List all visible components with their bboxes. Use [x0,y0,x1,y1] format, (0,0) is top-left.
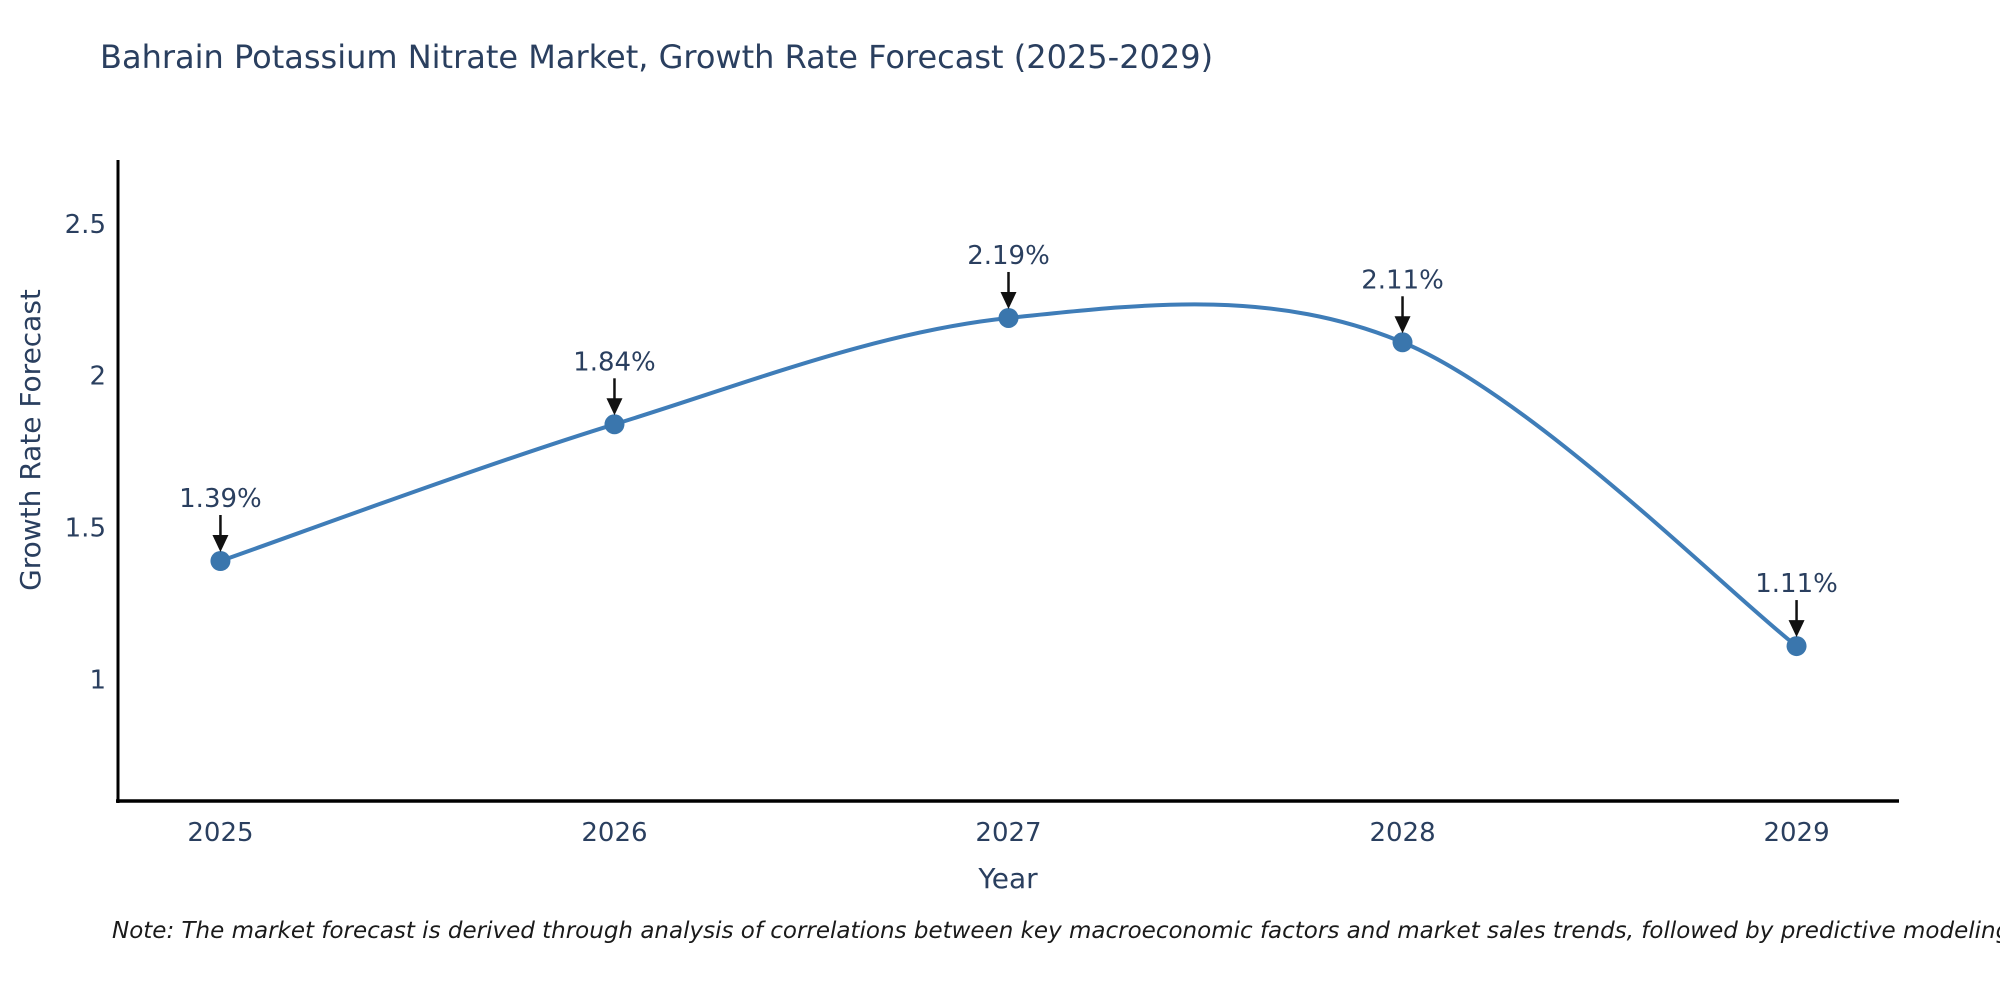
y-tick-label: 1 [89,665,106,695]
data-point-marker [1786,636,1807,657]
x-tick-label: 2027 [975,818,1041,848]
annotation-arrow-head [1394,316,1411,334]
annotation-arrow-head [606,398,623,416]
y-tick-label: 1.5 [65,514,106,544]
data-point-marker [1392,332,1413,353]
x-axis-title: Year [978,862,1038,895]
x-tick-label: 2029 [1763,818,1829,848]
data-point-label: 1.84% [573,347,656,377]
data-point-marker [210,551,231,572]
data-line [219,302,1798,648]
x-tick-label: 2028 [1369,818,1435,848]
data-point-label: 1.39% [179,484,262,514]
annotation-arrow-head [1000,291,1017,309]
y-axis-title: Growth Rate Forecast [14,289,47,591]
annotation-arrow-head [1788,620,1805,638]
data-point-marker [998,307,1019,328]
chart-title: Bahrain Potassium Nitrate Market, Growth… [100,38,1214,76]
data-point-label: 2.19% [967,241,1050,271]
x-tick-label: 2026 [581,818,647,848]
data-point-label: 2.11% [1361,265,1444,295]
y-tick-label: 2 [89,362,106,392]
data-point-marker [604,414,625,435]
annotation-arrow-head [212,535,229,553]
x-tick-label: 2025 [187,818,253,848]
data-point-label: 1.11% [1755,569,1838,599]
y-tick-label: 2.5 [65,210,106,240]
footnote: Note: The market forecast is derived thr… [112,918,2000,944]
